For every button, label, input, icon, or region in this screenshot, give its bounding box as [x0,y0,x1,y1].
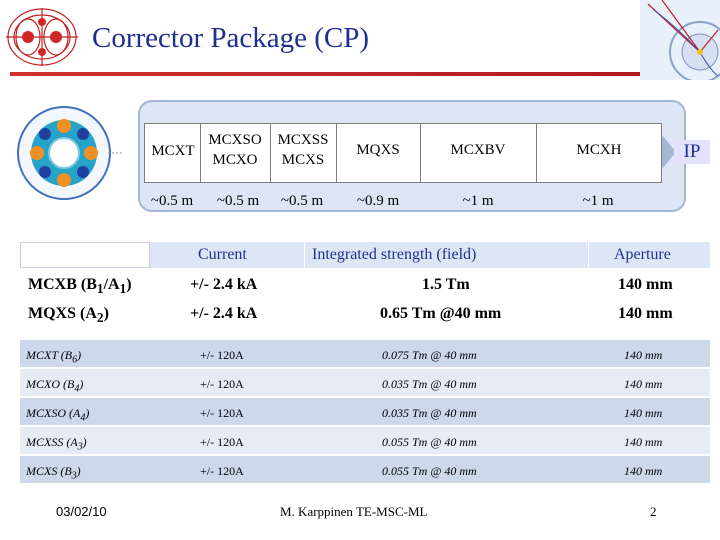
corrector-aperture: 140 mm [624,464,663,478]
corrector-name: MCXSS (A3) [26,435,87,453]
table-row: MCXO (B4) +/- 120A 0.035 Tm @ 40 mm 140 … [20,369,710,397]
magnet-cross-section-icon [12,104,124,202]
ip-arrow-icon [662,135,676,169]
magnet-divider [420,124,421,182]
magnet-mcxt: MCXT [151,143,195,159]
page-title: Corrector Package (CP) [92,22,370,54]
row-mqxs-name: MQXS (A2) [28,305,109,326]
row-mqxs-aperture: 140 mm [618,305,673,322]
corrector-name: MCXSO (A4) [26,406,90,424]
row-mcxb-strength: 1.5 Tm [422,276,470,293]
magnet-mcxs: MCXS [281,152,325,168]
ip-label: IP [674,140,710,164]
corrector-aperture: 140 mm [624,435,663,449]
corrector-strength: 0.035 Tm @ 40 mm [382,406,477,420]
corrector-current: +/- 120A [200,348,244,362]
title-divider [10,72,710,76]
corrector-current: +/- 120A [200,377,244,391]
magnet-sequence-box [144,123,662,183]
lhc-logo-icon [2,2,82,72]
magnet-mcxbv: MCXBV [450,142,506,158]
corrector-current: +/- 120A [200,435,244,449]
length-mqxs: ~0.9 m [356,193,400,209]
table-row: MCXSO (A4) +/- 120A 0.035 Tm @ 40 mm 140… [20,398,710,426]
corrector-aperture: 140 mm [624,406,663,420]
row-mcxb-current: +/- 2.4 kA [190,276,258,293]
table-row: MCXT (B6) +/- 120A 0.075 Tm @ 40 mm 140 … [20,340,710,368]
length-mcxt: ~0.5 m [150,193,194,209]
row-mcxb-aperture: 140 mm [618,276,673,293]
corrector-strength: 0.055 Tm @ 40 mm [382,435,477,449]
length-mcxbv: ~1 m [462,193,494,209]
magnet-divider [270,124,271,182]
length-mcxh: ~1 m [582,193,614,209]
length-mcxso: ~0.5 m [216,193,260,209]
corrector-strength: 0.075 Tm @ 40 mm [382,348,477,362]
length-mcxss: ~0.5 m [280,193,324,209]
footer-page-number: 2 [650,504,657,519]
footer-author: M. Karppinen TE-MSC-ML [280,504,428,519]
corrector-aperture: 140 mm [624,348,663,362]
footer-date: 03/02/10 [56,504,107,519]
magnet-mqxs: MQXS [356,142,400,158]
row-mqxs-strength: 0.65 Tm @40 mm [380,305,502,322]
table-row: MCXS (B3) +/- 120A 0.055 Tm @ 40 mm 140 … [20,456,710,484]
corrector-aperture: 140 mm [624,377,663,391]
magnet-mcxo: MCXO [212,152,258,168]
table-row: MCXSS (A3) +/- 120A 0.055 Tm @ 40 mm 140… [20,427,710,455]
magnet-mcxso: MCXSO [208,132,262,148]
row-mqxs-current: +/- 2.4 kA [190,305,258,322]
header-aperture: Aperture [614,246,671,263]
row-mcxb-name: MCXB (B1/A1) [28,276,132,297]
header-separator [304,242,305,268]
main-table-header-blank [20,242,150,268]
header-separator [588,242,589,268]
magnet-mcxss: MCXSS [277,132,329,148]
corrector-name: MCXO (B4) [26,377,84,395]
corrector-name: MCXS (B3) [26,464,81,482]
magnet-mcxh: MCXH [576,142,622,158]
header-strength: Integrated strength (field) [312,246,477,263]
corrector-current: +/- 120A [200,464,244,478]
header-current: Current [198,246,247,263]
corrector-name: MCXT (B6) [26,348,82,366]
magnet-divider [536,124,537,182]
magnet-divider [336,124,337,182]
corrector-strength: 0.035 Tm @ 40 mm [382,377,477,391]
magnet-divider [200,124,201,182]
corrector-strength: 0.055 Tm @ 40 mm [382,464,477,478]
collision-graphic-icon [640,0,720,80]
corrector-current: +/- 120A [200,406,244,420]
